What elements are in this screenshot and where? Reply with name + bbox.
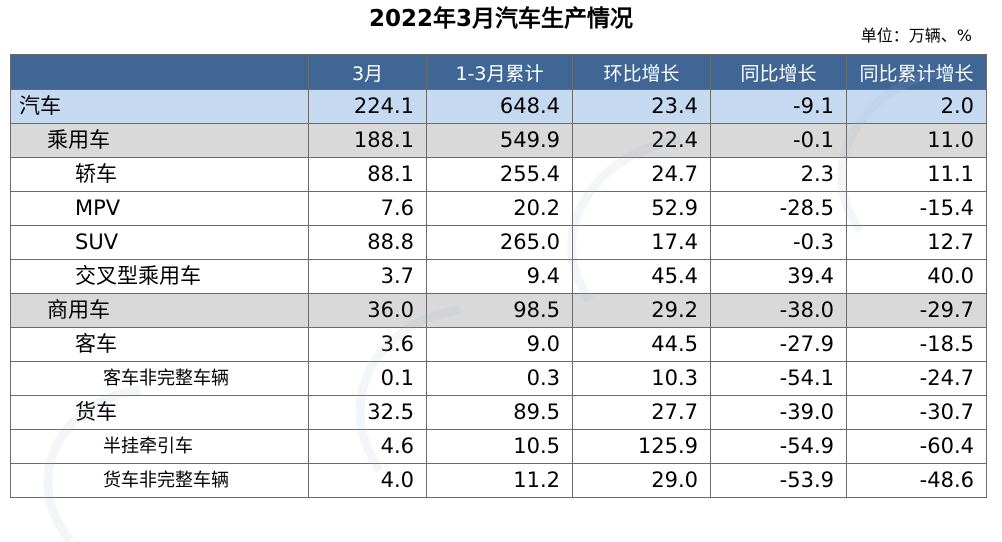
- yoy-cumulative-growth-value: 11.0: [846, 123, 987, 158]
- mom-growth-value: 22.4: [572, 123, 711, 158]
- column-header-cumulative: 1-3月累计: [426, 54, 573, 90]
- column-header-name: [10, 54, 309, 90]
- cumulative-value: 11.2: [426, 463, 573, 498]
- month-value: 3.6: [308, 327, 427, 362]
- cumulative-value: 89.5: [426, 395, 573, 430]
- row-label: 客车: [10, 327, 309, 362]
- yoy-growth-value: -54.9: [710, 429, 847, 464]
- table-row: 货车 32.5 89.5 27.7 -39.0 -30.7: [10, 395, 987, 430]
- row-label: 商用车: [10, 293, 309, 328]
- table-row: 客车非完整车辆 0.1 0.3 10.3 -54.1 -24.7: [10, 361, 987, 396]
- mom-growth-value: 10.3: [572, 361, 711, 396]
- cumulative-value: 0.3: [426, 361, 573, 396]
- yoy-cumulative-growth-value: 12.7: [846, 225, 987, 260]
- column-header-month: 3月: [308, 54, 427, 90]
- mom-growth-value: 23.4: [572, 89, 711, 124]
- cumulative-value: 265.0: [426, 225, 573, 260]
- row-label: SUV: [10, 225, 309, 260]
- cumulative-value: 255.4: [426, 157, 573, 192]
- yoy-growth-value: -0.3: [710, 225, 847, 260]
- row-label: 货车: [10, 395, 309, 430]
- yoy-growth-value: -0.1: [710, 123, 847, 158]
- table-row: 商用车 36.0 98.5 29.2 -38.0 -29.7: [10, 293, 987, 328]
- month-value: 4.0: [308, 463, 427, 498]
- unit-label: 单位：万辆、%: [860, 26, 972, 45]
- yoy-growth-value: -27.9: [710, 327, 847, 362]
- month-value: 4.6: [308, 429, 427, 464]
- table-row: 货车非完整车辆 4.0 11.2 29.0 -53.9 -48.6: [10, 463, 987, 498]
- row-label: 半挂牵引车: [10, 429, 309, 464]
- yoy-cumulative-growth-value: -24.7: [846, 361, 987, 396]
- yoy-growth-value: -38.0: [710, 293, 847, 328]
- cumulative-value: 9.0: [426, 327, 573, 362]
- cumulative-value: 549.9: [426, 123, 573, 158]
- row-label: 汽车: [10, 89, 309, 124]
- cumulative-value: 20.2: [426, 191, 573, 226]
- table-row: 轿车 88.1 255.4 24.7 2.3 11.1: [10, 157, 987, 192]
- cumulative-value: 9.4: [426, 259, 573, 294]
- column-header-yoy-growth: 同比增长: [710, 54, 847, 90]
- table-row: 乘用车 188.1 549.9 22.4 -0.1 11.0: [10, 123, 987, 158]
- table-row: 半挂牵引车 4.6 10.5 125.9 -54.9 -60.4: [10, 429, 987, 464]
- column-header-mom-growth: 环比增长: [572, 54, 711, 90]
- mom-growth-value: 17.4: [572, 225, 711, 260]
- yoy-growth-value: -53.9: [710, 463, 847, 498]
- row-label: 轿车: [10, 157, 309, 192]
- month-value: 224.1: [308, 89, 427, 124]
- mom-growth-value: 45.4: [572, 259, 711, 294]
- yoy-cumulative-growth-value: -60.4: [846, 429, 987, 464]
- month-value: 7.6: [308, 191, 427, 226]
- production-table: 3月 1-3月累计 环比增长 同比增长 同比累计增长 汽车 224.1 648.4 2…: [10, 54, 987, 498]
- yoy-growth-value: 2.3: [710, 157, 847, 192]
- row-label: MPV: [10, 191, 309, 226]
- month-value: 32.5: [308, 395, 427, 430]
- month-value: 88.8: [308, 225, 427, 260]
- header-row: 3月 1-3月累计 环比增长 同比增长 同比累计增长: [10, 54, 987, 90]
- yoy-growth-value: -9.1: [710, 89, 847, 124]
- mom-growth-value: 24.7: [572, 157, 711, 192]
- row-label: 货车非完整车辆: [10, 463, 309, 498]
- mom-growth-value: 29.2: [572, 293, 711, 328]
- month-value: 0.1: [308, 361, 427, 396]
- yoy-cumulative-growth-value: -48.6: [846, 463, 987, 498]
- month-value: 88.1: [308, 157, 427, 192]
- yoy-cumulative-growth-value: 40.0: [846, 259, 987, 294]
- yoy-cumulative-growth-value: -29.7: [846, 293, 987, 328]
- row-label: 乘用车: [10, 123, 309, 158]
- cumulative-value: 10.5: [426, 429, 573, 464]
- mom-growth-value: 52.9: [572, 191, 711, 226]
- mom-growth-value: 125.9: [572, 429, 711, 464]
- yoy-growth-value: -28.5: [710, 191, 847, 226]
- mom-growth-value: 27.7: [572, 395, 711, 430]
- page-title: 2022年3月汽车生产情况: [368, 6, 634, 32]
- cumulative-value: 98.5: [426, 293, 573, 328]
- yoy-growth-value: 39.4: [710, 259, 847, 294]
- table-body: 汽车 224.1 648.4 23.4 -9.1 2.0 乘用车 188.1 549.9 22.4…: [10, 89, 987, 498]
- yoy-cumulative-growth-value: -15.4: [846, 191, 987, 226]
- row-label: 交叉型乘用车: [10, 259, 309, 294]
- month-value: 188.1: [308, 123, 427, 158]
- table-row: 交叉型乘用车 3.7 9.4 45.4 39.4 40.0: [10, 259, 987, 294]
- yoy-cumulative-growth-value: -18.5: [846, 327, 987, 362]
- table-row: 客车 3.6 9.0 44.5 -27.9 -18.5: [10, 327, 987, 362]
- yoy-cumulative-growth-value: -30.7: [846, 395, 987, 430]
- mom-growth-value: 29.0: [572, 463, 711, 498]
- table-row: SUV 88.8 265.0 17.4 -0.3 12.7: [10, 225, 987, 260]
- yoy-cumulative-growth-value: 2.0: [846, 89, 987, 124]
- month-value: 3.7: [308, 259, 427, 294]
- cumulative-value: 648.4: [426, 89, 573, 124]
- yoy-cumulative-growth-value: 11.1: [846, 157, 987, 192]
- yoy-growth-value: -39.0: [710, 395, 847, 430]
- month-value: 36.0: [308, 293, 427, 328]
- yoy-growth-value: -54.1: [710, 361, 847, 396]
- column-header-yoy-cumulative-growth: 同比累计增长: [846, 54, 987, 90]
- row-label: 客车非完整车辆: [10, 361, 309, 396]
- table-row: 汽车 224.1 648.4 23.4 -9.1 2.0: [10, 89, 987, 124]
- table-row: MPV 7.6 20.2 52.9 -28.5 -15.4: [10, 191, 987, 226]
- mom-growth-value: 44.5: [572, 327, 711, 362]
